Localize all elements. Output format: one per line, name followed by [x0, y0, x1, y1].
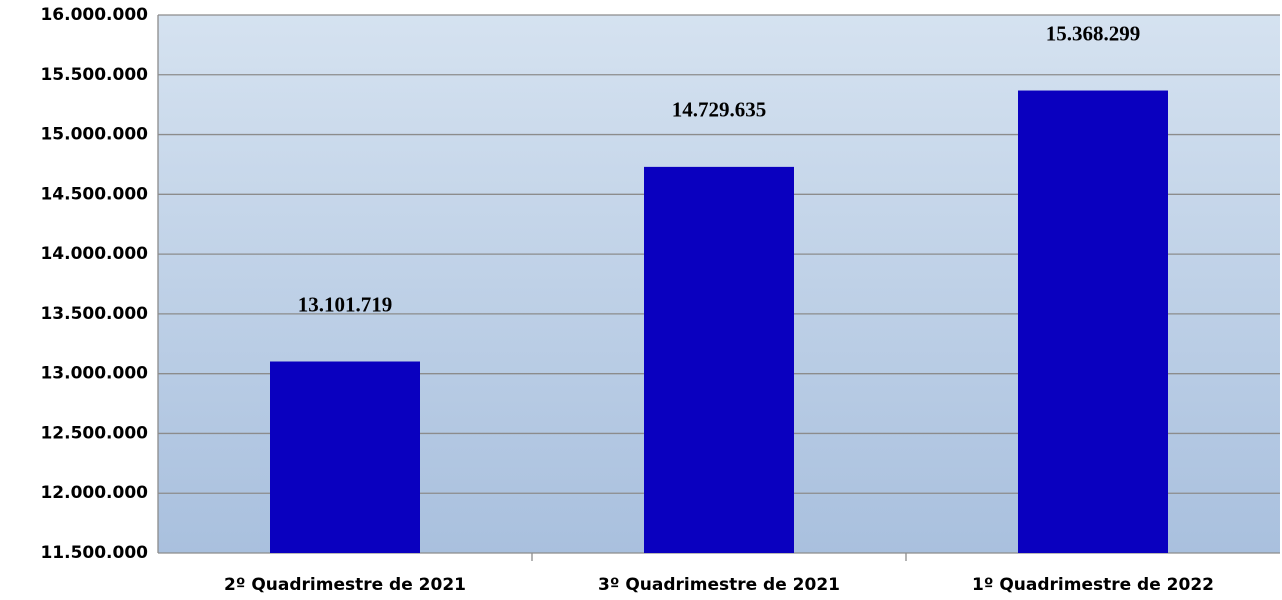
- y-tick-label: 15.500.000: [40, 65, 148, 85]
- y-tick-label: 13.500.000: [40, 304, 148, 324]
- bar: [270, 361, 420, 553]
- x-tick-label: 1º Quadrimestre de 2022: [972, 575, 1214, 595]
- y-tick-label: 11.500.000: [40, 543, 148, 563]
- y-tick-label: 14.000.000: [40, 244, 148, 264]
- y-tick-label: 16.000.000: [40, 5, 148, 25]
- y-tick-label: 14.500.000: [40, 184, 148, 204]
- y-tick-label: 15.000.000: [40, 125, 148, 145]
- y-tick-label: 12.500.000: [40, 423, 148, 443]
- value-label: 13.101.719: [298, 292, 393, 316]
- value-label: 15.368.299: [1046, 21, 1141, 45]
- y-tick-label: 12.000.000: [40, 483, 148, 503]
- x-tick-label: 3º Quadrimestre de 2021: [598, 575, 840, 595]
- bar: [644, 166, 794, 553]
- value-label: 14.729.635: [672, 98, 767, 122]
- y-tick-label: 13.000.000: [40, 364, 148, 384]
- bar: [1018, 90, 1168, 553]
- x-tick-label: 2º Quadrimestre de 2021: [224, 575, 466, 595]
